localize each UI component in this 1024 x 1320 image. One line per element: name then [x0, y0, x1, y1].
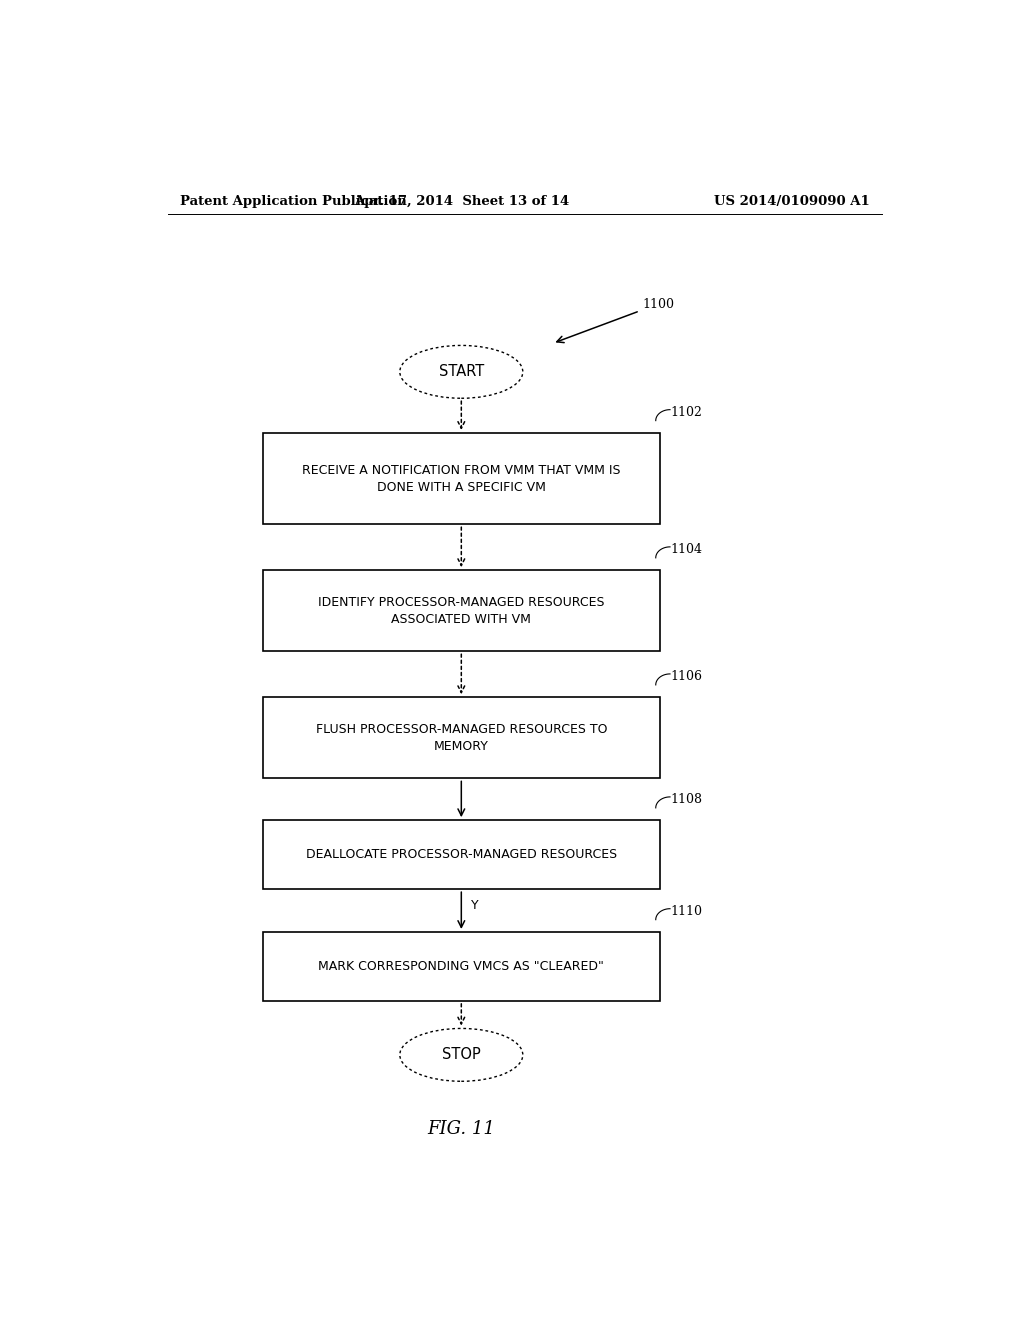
Ellipse shape — [399, 346, 523, 399]
Bar — [263, 570, 659, 651]
Text: STOP: STOP — [442, 1047, 480, 1063]
Bar — [263, 820, 659, 890]
Text: 1106: 1106 — [670, 669, 702, 682]
Text: 1102: 1102 — [670, 405, 701, 418]
Text: START: START — [438, 364, 484, 379]
Text: FLUSH PROCESSOR-MANAGED RESOURCES TO
MEMORY: FLUSH PROCESSOR-MANAGED RESOURCES TO MEM… — [315, 723, 607, 752]
Text: FIG. 11: FIG. 11 — [427, 1121, 496, 1138]
Text: 1110: 1110 — [670, 904, 702, 917]
Bar — [263, 697, 659, 779]
Text: 1104: 1104 — [670, 543, 702, 556]
Text: Apr. 17, 2014  Sheet 13 of 14: Apr. 17, 2014 Sheet 13 of 14 — [353, 194, 569, 207]
Text: 1108: 1108 — [670, 793, 702, 805]
Text: DEALLOCATE PROCESSOR-MANAGED RESOURCES: DEALLOCATE PROCESSOR-MANAGED RESOURCES — [306, 849, 616, 861]
Text: US 2014/0109090 A1: US 2014/0109090 A1 — [715, 194, 870, 207]
Ellipse shape — [399, 1028, 523, 1081]
Text: Y: Y — [471, 899, 478, 912]
Text: 1100: 1100 — [642, 298, 674, 312]
Text: IDENTIFY PROCESSOR-MANAGED RESOURCES
ASSOCIATED WITH VM: IDENTIFY PROCESSOR-MANAGED RESOURCES ASS… — [318, 595, 604, 626]
Text: RECEIVE A NOTIFICATION FROM VMM THAT VMM IS
DONE WITH A SPECIFIC VM: RECEIVE A NOTIFICATION FROM VMM THAT VMM… — [302, 463, 621, 494]
Bar — [263, 433, 659, 524]
Text: Patent Application Publication: Patent Application Publication — [179, 194, 407, 207]
Text: MARK CORRESPONDING VMCS AS "CLEARED": MARK CORRESPONDING VMCS AS "CLEARED" — [318, 960, 604, 973]
Bar — [263, 932, 659, 1001]
